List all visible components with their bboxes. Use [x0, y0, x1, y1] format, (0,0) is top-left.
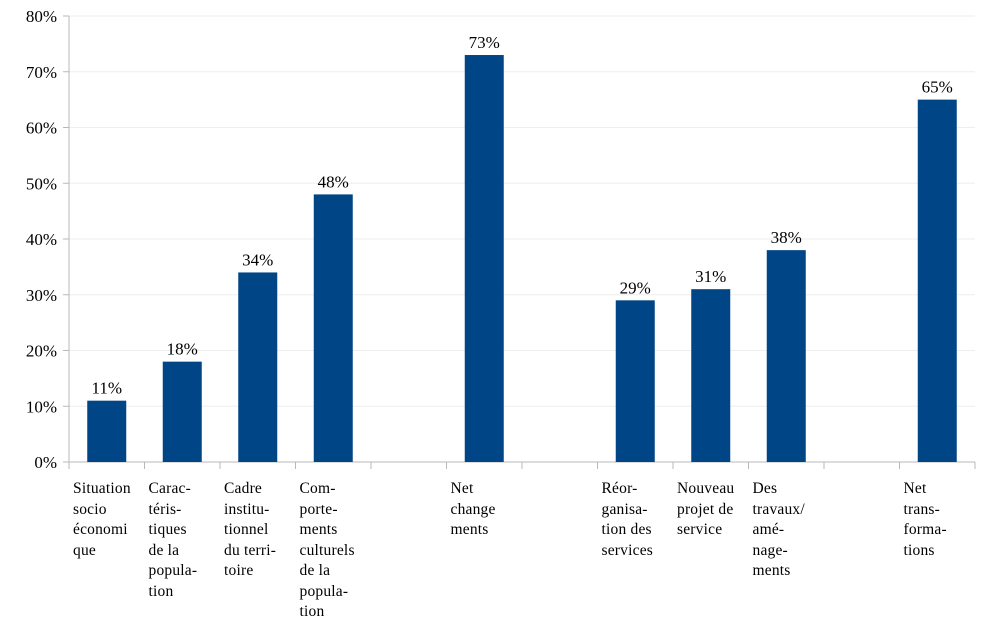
- y-tick-label: 60%: [26, 119, 57, 138]
- x-category-label: Com- porte- ments culturels de la popula…: [299, 480, 355, 620]
- bar-value-label: 34%: [242, 250, 273, 269]
- bar-value-label: 38%: [771, 228, 802, 247]
- y-tick-label: 70%: [26, 63, 57, 82]
- bar: [917, 99, 957, 462]
- bar: [162, 361, 202, 462]
- bar-value-label: 73%: [469, 33, 500, 52]
- y-tick-label: 10%: [26, 397, 57, 416]
- bar-value-label: 65%: [922, 78, 953, 97]
- y-tick-label: 30%: [26, 286, 57, 305]
- x-category-label: Des travaux/ amé- nage- ments: [752, 480, 805, 579]
- y-tick-label: 40%: [26, 230, 57, 249]
- x-category-label: Situation socio économi que: [73, 480, 131, 559]
- bar: [238, 272, 278, 462]
- x-category-label: Cadre institu- tionnel du terri- toire: [224, 480, 277, 579]
- bar: [313, 194, 353, 462]
- bar: [87, 400, 127, 462]
- bar: [464, 55, 504, 463]
- bar: [615, 300, 655, 462]
- bar-value-label: 31%: [695, 267, 726, 286]
- x-category-label: Net change ments: [450, 480, 496, 538]
- y-tick-label: 20%: [26, 342, 57, 361]
- bar-value-label: 29%: [620, 278, 651, 297]
- bar: [691, 289, 731, 462]
- y-tick-label: 50%: [26, 174, 57, 193]
- y-tick-label: 0%: [34, 453, 57, 472]
- y-tick-label: 80%: [26, 7, 57, 26]
- bar-value-label: 11%: [91, 379, 122, 398]
- bar: [766, 250, 806, 462]
- x-category-label: Réor- ganisa- tion des services: [601, 480, 654, 559]
- x-category-label: Carac- téris- tiques de la popula- tion: [148, 480, 198, 600]
- x-category-label: Net trans- forma- tions: [903, 480, 947, 559]
- x-category-label: Nouveau projet de service: [677, 480, 735, 538]
- bar-value-label: 48%: [318, 172, 349, 191]
- bar-value-label: 18%: [167, 340, 198, 359]
